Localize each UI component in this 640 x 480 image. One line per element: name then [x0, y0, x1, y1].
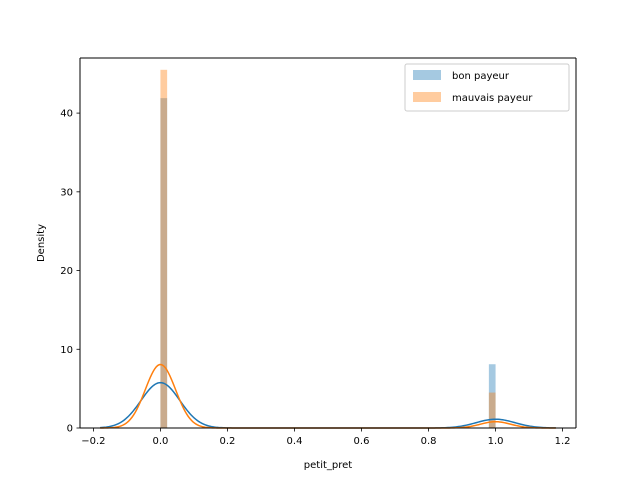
hist-bar-bon-payeur-1 [488, 364, 496, 428]
x-tick-label: 0.4 [287, 436, 303, 447]
x-axis-label: petit_pret [304, 460, 353, 471]
x-axis-ticks: −0.2 0.0 0.2 0.4 0.6 0.8 1.0 1.2 [81, 428, 571, 447]
x-tick-label: 0.0 [152, 436, 168, 447]
y-tick-label: 10 [60, 345, 73, 356]
legend-swatch-mauvais-payeur [413, 92, 441, 102]
histogram-bars [160, 69, 496, 429]
legend-label-mauvais-payeur: mauvais payeur [452, 93, 533, 104]
y-tick-label: 40 [60, 109, 73, 120]
x-tick-label: 0.8 [421, 436, 437, 447]
hist-bar-mauvais-payeur-1 [488, 392, 496, 428]
legend-frame [404, 63, 570, 112]
y-tick-label: 30 [60, 187, 73, 198]
plot-area [80, 58, 576, 428]
x-tick-label: 0.6 [354, 436, 370, 447]
hist-bar-bon-payeur-0 [160, 98, 168, 429]
y-axis-label: Density [36, 224, 47, 262]
hist-bar-mauvais-payeur-0 [160, 69, 168, 429]
x-tick-label: 0.2 [220, 436, 236, 447]
legend: bon payeur mauvais payeur [404, 63, 570, 112]
x-tick-label: 1.2 [555, 436, 571, 447]
legend-label-bon-payeur: bon payeur [452, 71, 510, 82]
x-tick-label: 1.0 [488, 436, 504, 447]
y-tick-label: 20 [60, 266, 73, 277]
y-axis-ticks: 0 10 20 30 40 [60, 109, 80, 435]
y-tick-label: 0 [67, 424, 73, 435]
axes-frame [79, 57, 577, 429]
x-tick-label: −0.2 [81, 436, 105, 447]
legend-swatch-bon-payeur [413, 70, 441, 80]
